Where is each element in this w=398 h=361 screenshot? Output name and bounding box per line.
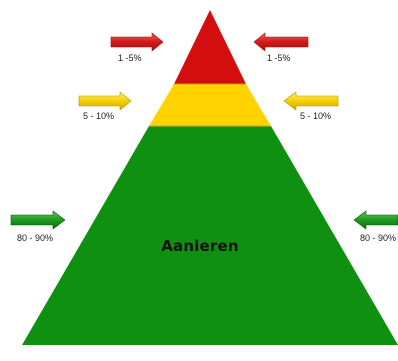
middle-tier-right-label: 5 - 10% bbox=[300, 111, 332, 121]
middle-tier-left-label: 5 - 10% bbox=[83, 111, 115, 121]
green-arrow-right-icon bbox=[353, 210, 398, 230]
pyramid-top-tier bbox=[174, 10, 246, 84]
pyramid-bottom-tier bbox=[22, 126, 398, 345]
bottom-tier-center-label: Aanleren bbox=[161, 237, 239, 255]
bottom-tier-left-label: 80 - 90% bbox=[17, 233, 54, 243]
pyramid-middle-tier bbox=[149, 84, 271, 126]
bottom-tier-right-label: 80 - 90% bbox=[360, 233, 397, 243]
top-tier-right-label: 1 -5% bbox=[267, 53, 291, 63]
green-arrow-left-icon bbox=[10, 210, 66, 230]
top-tier-left-label: 1 -5% bbox=[118, 53, 142, 63]
yellow-arrow-left-icon bbox=[78, 91, 132, 111]
red-arrow-right-icon bbox=[253, 32, 309, 52]
red-arrow-left-icon bbox=[110, 32, 164, 52]
yellow-arrow-right-icon bbox=[283, 91, 339, 111]
